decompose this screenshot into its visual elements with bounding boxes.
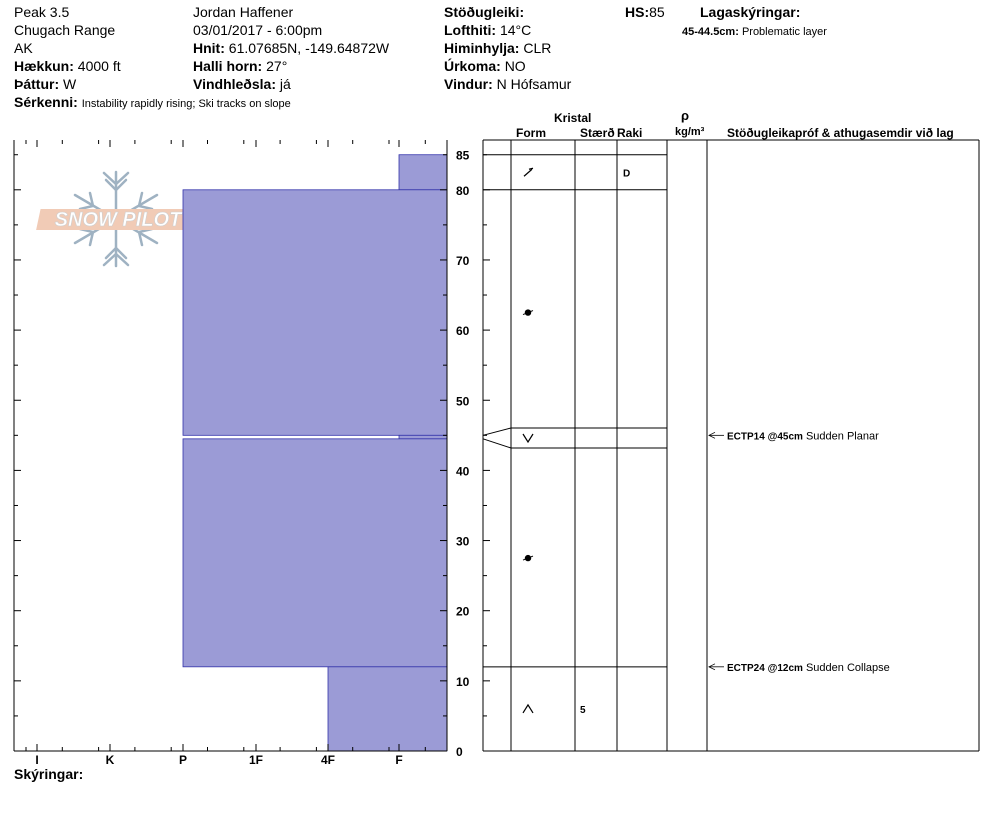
y-tick-label: 85: [456, 149, 470, 163]
snow-height: HS:85: [625, 4, 665, 20]
y-tick-label: 30: [456, 535, 470, 549]
crystal-header: Kristal: [554, 111, 592, 125]
hardness-bar: [182, 189, 448, 436]
stability-test-label: ECTP24 @12cm Sudden Collapse: [727, 662, 890, 674]
precipitation: Úrkoma: NO: [444, 58, 526, 74]
y-tick-label: 70: [456, 254, 470, 268]
coordinates: Hnit: 61.07685N, -149.64872W: [193, 40, 390, 56]
tests-header: Stöðugleikapróf & athugasemdir við lag: [727, 126, 954, 140]
observer: Jordan Haffener: [193, 4, 294, 20]
arrow-icon: [708, 431, 716, 439]
state-name: AK: [14, 40, 33, 56]
stability-test-label: ECTP14 @45cm Sudden Planar: [727, 430, 879, 442]
decomposing-icon: [528, 167, 534, 170]
datetime: 03/01/2017 - 6:00pm: [193, 22, 323, 38]
air-temp: Lofthiti: 14°C: [444, 22, 532, 38]
form-header: Form: [516, 126, 546, 140]
layer-connector: [482, 427, 512, 436]
moisture-value: D: [623, 168, 630, 179]
x-tick-label: K: [106, 753, 115, 767]
x-tick-label: I: [35, 753, 38, 767]
features: Sérkenni: Instability rapidly rising; Sk…: [14, 94, 291, 110]
layer-notes-title: Lagaskýringar:: [700, 4, 801, 20]
y-tick-label: 80: [456, 184, 470, 198]
snowpilot-logo: SNOW PILOT: [36, 170, 193, 268]
y-tick-label: 10: [456, 675, 470, 689]
x-tick-label: P: [179, 753, 187, 767]
y-tick-label: 50: [456, 394, 470, 408]
x-tick-label: F: [395, 753, 402, 767]
hardness-bar: [398, 154, 448, 191]
y-tick-label: 20: [456, 605, 470, 619]
size-header: Stærð: [580, 126, 615, 140]
location-name: Peak 3.5: [14, 4, 70, 20]
layer-connector: [482, 438, 512, 449]
y-tick-label: 60: [456, 324, 470, 338]
density-symbol: ρ: [681, 108, 690, 123]
aspect: Þáttur: W: [14, 76, 77, 92]
wind: Vindur: N Hófsamur: [444, 76, 572, 92]
depth-hoar-icon: [522, 433, 534, 444]
range-name: Chugach Range: [14, 22, 116, 38]
x-tick-label: 4F: [321, 753, 335, 767]
faceted-icon: [522, 703, 534, 714]
y-tick-label: 40: [456, 464, 470, 478]
legend-label: Skýringar:: [14, 766, 84, 782]
density-unit: kg/m³: [675, 126, 705, 138]
hardness-bar: [327, 666, 448, 752]
wind-loading: Vindhleðsla: já: [193, 76, 291, 92]
y-tick-label: 0: [456, 745, 463, 759]
decomposing-icon: [523, 168, 533, 177]
moisture-header: Raki: [617, 126, 643, 140]
layer-note: 45-44.5cm: Problematic layer: [682, 26, 827, 38]
stability: Stöðugleiki:: [444, 4, 525, 20]
sky-cover: Himinhylja: CLR: [444, 40, 552, 56]
hardness-bar: [398, 434, 448, 440]
x-tick-label: 1F: [249, 753, 263, 767]
rounded-grain-icon: [522, 555, 534, 561]
rounded-grain-icon: [522, 310, 534, 316]
crystal-size: 5: [580, 705, 586, 716]
hardness-bar: [182, 438, 448, 668]
elevation: Hækkun: 4000 ft: [14, 58, 121, 74]
slope-angle: Halli horn: 27°: [193, 58, 288, 74]
arrow-icon: [708, 663, 716, 671]
logo-text: SNOW PILOT: [55, 209, 183, 231]
